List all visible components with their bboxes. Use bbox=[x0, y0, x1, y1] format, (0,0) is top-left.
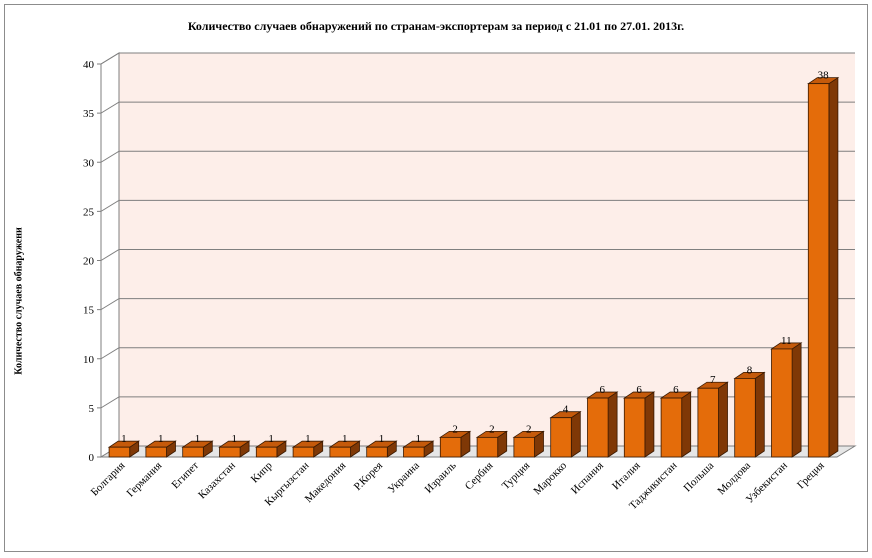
data-label: 1 bbox=[121, 433, 127, 445]
plot-area: 0 5 10 15 20 25 30 35 40 1 Болгария 1 Германия 1 Египе… bbox=[83, 52, 857, 512]
bar bbox=[697, 387, 719, 458]
bar bbox=[660, 397, 683, 458]
x-tick-label: Молдова bbox=[715, 460, 753, 498]
bar-side bbox=[718, 381, 728, 458]
bar bbox=[771, 348, 793, 458]
y-tick-label: 5 bbox=[89, 403, 95, 415]
data-label: 1 bbox=[379, 433, 385, 445]
bar-side bbox=[828, 76, 839, 458]
data-label: 1 bbox=[416, 433, 422, 445]
bar bbox=[403, 446, 425, 458]
data-label: 7 bbox=[710, 374, 716, 386]
bar-side bbox=[754, 371, 765, 458]
bar bbox=[439, 436, 462, 458]
bar bbox=[807, 83, 830, 458]
data-label: 1 bbox=[268, 433, 274, 445]
bar bbox=[292, 446, 315, 458]
y-tick-label: 0 bbox=[89, 452, 95, 464]
bar-side bbox=[791, 342, 802, 458]
data-label: 6 bbox=[673, 384, 679, 396]
x-tick-label: Р.Корея bbox=[352, 460, 385, 493]
data-label: 1 bbox=[158, 433, 164, 445]
gridline bbox=[100, 150, 855, 163]
chart-title: Количество случаев обнаружений по страна… bbox=[187, 19, 685, 33]
bar-side bbox=[607, 391, 618, 458]
data-label: 1 bbox=[232, 433, 238, 445]
gridline bbox=[100, 52, 855, 65]
bar bbox=[329, 446, 351, 458]
y-tick-label: 35 bbox=[83, 108, 95, 120]
gridline bbox=[100, 101, 855, 114]
x-tick-label: Германия bbox=[124, 460, 164, 500]
bar bbox=[623, 397, 646, 458]
gridline bbox=[100, 199, 855, 212]
x-tick-label: Болгария bbox=[89, 460, 128, 499]
data-label: 1 bbox=[342, 433, 348, 445]
x-tick-label: Израиль bbox=[423, 460, 459, 496]
gridline bbox=[100, 249, 855, 261]
x-tick-label: Сербия bbox=[463, 460, 496, 493]
data-label: 4 bbox=[563, 404, 569, 416]
y-tick-label: 15 bbox=[83, 305, 95, 317]
bar bbox=[587, 397, 609, 458]
data-label: 2 bbox=[489, 423, 495, 435]
x-tick-label: Италия bbox=[610, 460, 643, 493]
bar bbox=[550, 417, 572, 458]
y-tick-label: 25 bbox=[83, 206, 95, 218]
chart-frame: Количество случаев обнаружений по страна… bbox=[4, 4, 868, 552]
bar bbox=[219, 446, 241, 458]
x-tick-label: Украина bbox=[386, 460, 422, 496]
x-tick-label: Марокко bbox=[531, 459, 569, 497]
bar bbox=[182, 446, 204, 458]
y-tick-label: 40 bbox=[83, 59, 95, 71]
x-tick-label: Египет bbox=[170, 460, 202, 492]
gridline bbox=[100, 347, 855, 360]
bar bbox=[108, 446, 131, 458]
data-label: 1 bbox=[305, 433, 311, 445]
x-tick-label: Греция bbox=[795, 460, 827, 492]
data-label: 2 bbox=[452, 423, 458, 435]
x-tick-label: Польша bbox=[682, 460, 717, 495]
bar bbox=[734, 377, 756, 458]
data-label: 38 bbox=[818, 70, 830, 82]
x-tick-label: Кипр bbox=[249, 459, 275, 485]
data-label: 11 bbox=[781, 335, 792, 347]
data-label: 2 bbox=[526, 423, 532, 435]
bar bbox=[255, 446, 278, 458]
x-tick-label: Казахстан bbox=[196, 460, 238, 502]
bar-side bbox=[570, 410, 581, 458]
x-tick-label: Испания bbox=[569, 460, 606, 497]
y-tick-label: 10 bbox=[83, 354, 95, 366]
bar bbox=[476, 436, 499, 458]
data-label: 6 bbox=[600, 384, 606, 396]
data-label: 8 bbox=[747, 364, 753, 376]
data-label: 6 bbox=[636, 384, 642, 396]
y-tick-label: 20 bbox=[83, 256, 95, 268]
y-tick-label: 30 bbox=[83, 157, 95, 169]
bar bbox=[513, 436, 535, 458]
gridline bbox=[100, 298, 855, 311]
x-tick-label: Турция bbox=[500, 460, 533, 493]
bar-side bbox=[681, 391, 692, 458]
bar bbox=[145, 446, 167, 458]
data-label: 1 bbox=[195, 433, 201, 445]
bar bbox=[366, 446, 388, 458]
bar-side bbox=[644, 391, 655, 458]
